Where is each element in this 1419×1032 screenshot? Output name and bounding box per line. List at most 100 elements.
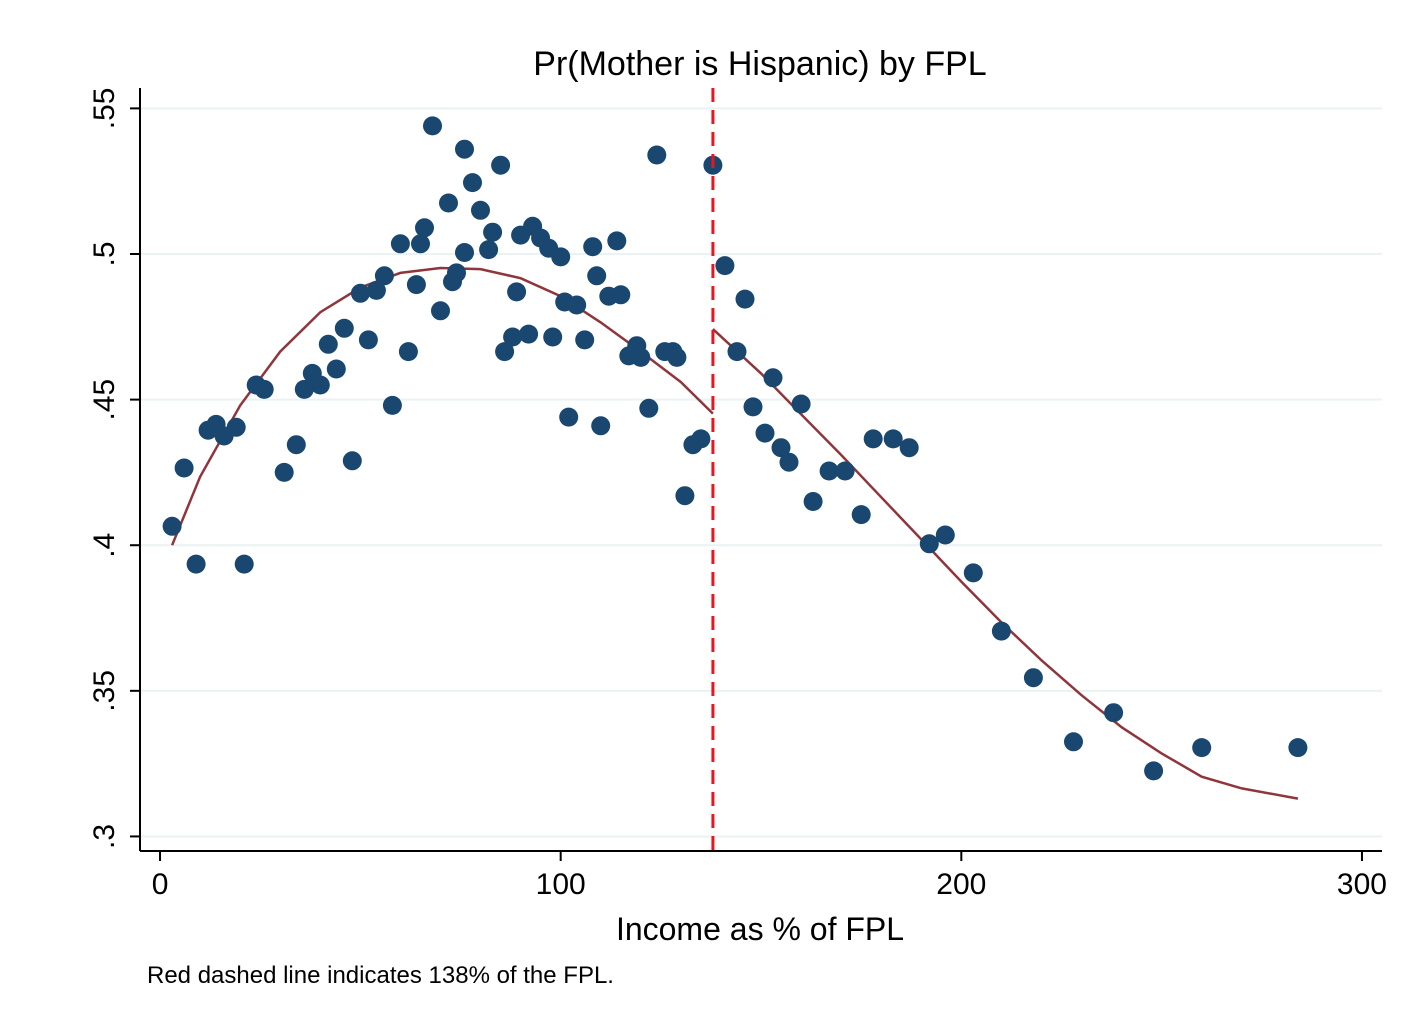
data-point <box>631 347 651 367</box>
data-point <box>479 240 499 260</box>
data-point <box>591 416 611 436</box>
data-point <box>1064 732 1083 752</box>
chart-title: Pr(Mother is Hispanic) by FPL <box>533 45 986 83</box>
data-point <box>567 295 587 315</box>
data-point <box>1104 703 1124 723</box>
y-tick-label-1: .35 <box>88 670 121 712</box>
data-point <box>503 327 523 347</box>
data-point <box>491 155 511 175</box>
data-point <box>342 451 362 471</box>
data-point <box>779 452 799 472</box>
y-tick-label-2: .4 <box>88 533 121 558</box>
data-point <box>863 429 883 449</box>
data-point <box>455 139 474 159</box>
y-tick-label-3: .45 <box>88 379 121 421</box>
data-point <box>991 621 1011 641</box>
grid-layer <box>140 107 1382 838</box>
x-axis-ticks: 0 100 200 300 <box>152 851 1387 901</box>
x-tick-label-1: 100 <box>536 868 586 901</box>
data-point <box>647 145 667 165</box>
data-point <box>431 301 450 321</box>
data-points <box>162 116 1308 781</box>
data-point <box>318 334 338 354</box>
data-point <box>575 330 595 350</box>
data-point <box>583 237 603 257</box>
data-point <box>735 289 755 309</box>
data-point <box>883 429 903 449</box>
data-point <box>186 554 206 574</box>
data-point <box>791 394 811 414</box>
data-point <box>382 395 402 415</box>
data-point <box>286 435 306 455</box>
data-point <box>559 407 579 427</box>
data-point <box>423 116 442 136</box>
data-point <box>639 398 659 418</box>
y-tick-label-0: .3 <box>88 824 121 849</box>
data-point <box>851 505 871 525</box>
data-point <box>771 438 791 458</box>
data-point <box>447 263 466 283</box>
chart-note: Red dashed line indicates 138% of the FP… <box>147 962 614 989</box>
data-point <box>411 234 430 254</box>
data-point <box>519 324 539 344</box>
data-point <box>1288 738 1308 758</box>
data-point <box>415 218 434 238</box>
data-point <box>543 327 563 347</box>
y-tick-label-4: .5 <box>88 241 121 266</box>
data-point <box>727 342 747 362</box>
data-point <box>611 285 631 305</box>
data-point <box>274 462 294 482</box>
data-point <box>1192 738 1212 758</box>
data-point <box>226 417 246 437</box>
data-point <box>551 247 571 267</box>
data-point <box>1144 761 1164 781</box>
y-tick-label-5: .55 <box>88 88 121 130</box>
data-point <box>471 200 490 220</box>
data-point <box>174 458 194 478</box>
data-point <box>963 563 983 583</box>
data-point <box>803 492 823 511</box>
data-point <box>334 318 354 338</box>
data-point <box>835 461 855 481</box>
data-point <box>374 266 394 286</box>
data-point <box>763 368 783 388</box>
data-point <box>366 280 386 300</box>
data-point <box>254 379 274 399</box>
data-point <box>463 173 482 193</box>
data-point <box>743 397 763 417</box>
data-point <box>406 275 426 295</box>
data-point <box>495 342 515 362</box>
data-point <box>310 375 330 395</box>
data-point <box>326 359 346 379</box>
data-point <box>398 342 418 362</box>
data-point <box>691 429 711 449</box>
data-point <box>358 330 378 350</box>
x-tick-label-3: 300 <box>1337 868 1387 901</box>
data-point <box>1023 668 1043 688</box>
data-point <box>483 222 503 242</box>
data-point <box>755 423 775 443</box>
data-point <box>899 438 919 458</box>
data-point <box>675 486 695 506</box>
data-point <box>607 231 627 251</box>
data-point <box>935 525 955 545</box>
x-tick-label-2: 200 <box>936 868 986 901</box>
data-point <box>162 516 182 536</box>
data-point <box>455 243 474 262</box>
y-axis-ticks: .3 .35 .4 .45 .5 .55 <box>88 88 140 849</box>
data-point <box>350 283 370 303</box>
x-tick-label-0: 0 <box>152 868 169 901</box>
data-point <box>819 461 839 481</box>
data-point <box>919 534 939 554</box>
data-point <box>667 347 687 367</box>
data-point <box>715 256 735 276</box>
data-point <box>390 234 410 254</box>
data-point <box>294 379 314 399</box>
data-point <box>507 282 527 302</box>
data-point <box>234 554 254 574</box>
data-point <box>587 266 607 286</box>
data-point <box>439 193 458 213</box>
x-axis-title: Income as % of FPL <box>616 911 904 947</box>
